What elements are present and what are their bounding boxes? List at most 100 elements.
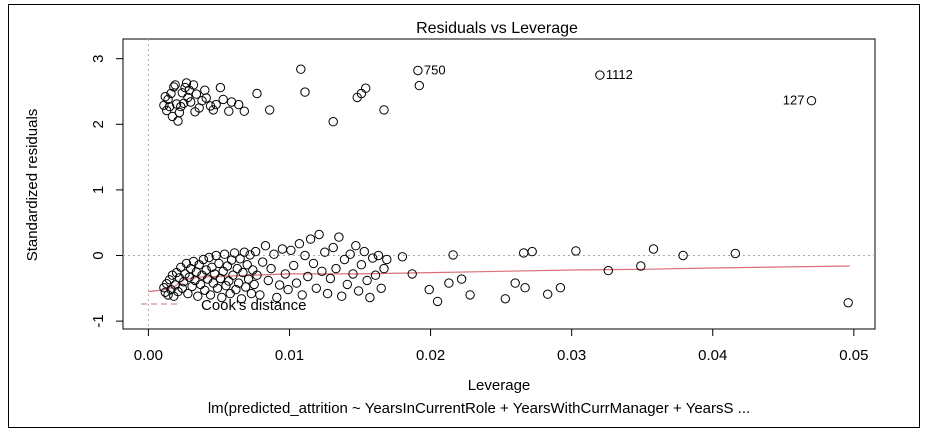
data-point <box>348 269 358 279</box>
reference-lines <box>123 39 875 329</box>
data-point <box>636 261 646 271</box>
data-point <box>730 248 740 259</box>
data-point <box>543 289 553 299</box>
data-point <box>232 263 243 274</box>
data-point <box>365 292 375 303</box>
y-tick-label: -1 <box>90 314 107 327</box>
point-label: 750 <box>424 62 446 77</box>
data-point <box>291 278 302 288</box>
data-point <box>555 283 566 293</box>
data-point <box>208 105 219 115</box>
data-point <box>201 265 211 275</box>
data-point <box>806 96 817 106</box>
data-point <box>379 105 389 115</box>
data-point <box>334 232 344 242</box>
data-point <box>204 252 214 263</box>
data-point <box>234 99 244 110</box>
data-point <box>603 265 613 276</box>
data-point <box>173 116 183 126</box>
chart-frame: Residuals vs Leverage 0.00 0.01 0.02 0.03 0.… <box>8 4 920 428</box>
data-point <box>407 269 417 279</box>
x-tick-label: 0.04 <box>698 347 727 364</box>
data-point <box>260 241 271 251</box>
data-point <box>235 254 245 264</box>
data-point <box>200 285 210 295</box>
x-tick-label: 0.05 <box>839 347 868 364</box>
y-axis-label: Standardized residuals <box>24 109 41 262</box>
data-point <box>255 290 265 300</box>
data-point <box>595 70 605 80</box>
data-point <box>277 244 288 254</box>
data-point <box>243 274 254 284</box>
data-point <box>342 279 352 290</box>
x-tick-label: 0.00 <box>134 347 163 364</box>
data-point <box>322 288 333 299</box>
data-point <box>195 279 206 290</box>
data-point <box>520 283 530 293</box>
data-point <box>382 254 392 265</box>
data-point <box>456 274 467 284</box>
data-point <box>303 271 313 282</box>
data-point <box>314 229 324 240</box>
data-point <box>280 269 290 279</box>
data-point <box>241 282 251 292</box>
data-point <box>397 252 408 262</box>
data-point <box>217 292 227 303</box>
data-point <box>164 275 175 285</box>
data-point <box>289 260 299 271</box>
data-point <box>159 100 169 111</box>
data-point <box>201 93 211 103</box>
data-point <box>305 234 316 244</box>
data-point <box>236 294 247 304</box>
data-point <box>164 101 175 112</box>
data-point <box>320 247 330 257</box>
data-point <box>373 250 384 261</box>
data-point <box>163 290 173 300</box>
x-tick-label: 0.03 <box>557 347 586 364</box>
data-point <box>170 80 180 90</box>
data-point <box>167 111 178 122</box>
plot-box <box>122 38 876 330</box>
chart-title: Residuals vs Leverage <box>416 20 578 37</box>
x-axis: 0.00 0.01 0.02 0.03 0.04 0.05 <box>134 329 868 364</box>
data-point <box>187 281 197 292</box>
data-point <box>193 291 203 301</box>
data-point <box>231 284 241 295</box>
data-point <box>843 298 853 308</box>
data-point <box>328 117 338 127</box>
data-point <box>286 245 296 256</box>
data-point <box>176 101 186 112</box>
data-point <box>351 241 361 251</box>
y-tick-label: 1 <box>90 186 107 194</box>
data-point <box>359 246 369 257</box>
data-point <box>678 250 688 261</box>
data-point <box>252 270 262 280</box>
data-point <box>163 94 173 105</box>
data-point <box>210 269 220 279</box>
data-point <box>214 258 224 269</box>
data-point <box>234 278 244 288</box>
data-point <box>345 249 355 259</box>
data-point <box>211 99 221 110</box>
data-point <box>311 283 321 293</box>
data-point <box>198 254 209 265</box>
data-point <box>186 97 196 107</box>
data-point <box>362 275 372 286</box>
point-label: 1112 <box>606 67 633 82</box>
data-point <box>258 257 268 267</box>
data-point <box>325 273 336 284</box>
legend: Cook's distance <box>141 297 306 314</box>
data-point <box>188 256 199 267</box>
x-tick-label: 0.01 <box>275 347 304 364</box>
data-point <box>376 283 386 293</box>
data-point <box>215 82 226 93</box>
data-point <box>179 98 189 109</box>
data-point <box>266 263 276 274</box>
data-point <box>250 246 261 257</box>
data-point <box>368 253 378 263</box>
data-point <box>527 246 537 257</box>
data-point <box>379 263 389 274</box>
data-point <box>183 288 193 299</box>
legend-label: Cook's distance <box>201 297 306 314</box>
data-point <box>424 284 434 295</box>
